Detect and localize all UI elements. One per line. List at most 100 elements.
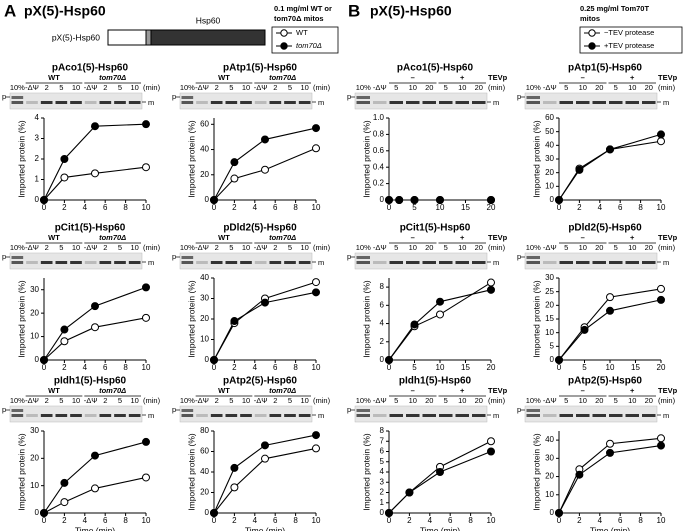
gel-band: [70, 261, 82, 264]
gel-band: [389, 414, 403, 417]
lane-label: 10: [579, 243, 587, 252]
gel-band: [356, 414, 370, 417]
lane-label: 5: [564, 243, 568, 252]
x-tick-label: 15: [461, 203, 470, 212]
lane-label: 10: [628, 396, 636, 405]
gel-band: [254, 101, 267, 104]
gel-band: [11, 414, 24, 417]
x-tick-label: 4: [253, 363, 258, 372]
y-tick-label: 30: [545, 273, 554, 282]
gel-band: [298, 414, 311, 417]
y-axis-label: Imported protein (%): [361, 120, 371, 198]
gel-band: [543, 101, 557, 104]
y-tick-label: 20: [200, 488, 209, 497]
x-tick-label: 8: [123, 203, 128, 212]
x-tick-label: 2: [232, 363, 237, 372]
series-line: [558, 133, 662, 201]
gel-band: [356, 409, 370, 412]
y-tick-label: 0: [550, 355, 555, 364]
lane-label: 5: [614, 396, 618, 405]
gel-band: [284, 261, 296, 264]
x-tick-label: 2: [232, 203, 237, 212]
lane-label: -ΔΨ: [373, 243, 387, 252]
lane-label: 5: [614, 83, 618, 92]
gel-marker-m: m: [148, 411, 154, 420]
lane-label: 5: [118, 243, 122, 252]
lane-label: -ΔΨ: [84, 396, 98, 405]
lane-label: 2: [103, 83, 107, 92]
gel-band: [389, 261, 403, 264]
gel-band: [526, 414, 540, 417]
gel-marker-m: m: [148, 98, 154, 107]
gel-band: [210, 101, 223, 104]
data-point: [60, 325, 69, 334]
y-axis-label: Imported protein (%): [186, 433, 196, 511]
gel-band: [11, 256, 24, 259]
y-tick-label: 0: [550, 195, 555, 204]
data-point: [230, 483, 239, 492]
gel-band: [181, 256, 194, 259]
legend-marker: [588, 42, 596, 50]
data-point: [261, 441, 269, 450]
lane-unit: (min): [313, 83, 331, 92]
y-tick-label: 15: [545, 314, 554, 323]
y-tick-label: 10: [200, 335, 209, 344]
gel-band: [196, 101, 208, 104]
data-point: [410, 320, 419, 329]
lane-label: 2: [215, 243, 219, 252]
y-tick-label: 0: [380, 355, 385, 364]
x-tick-label: 5: [412, 363, 417, 372]
data-point: [91, 169, 99, 178]
gel-band: [181, 414, 194, 417]
gel-marker-m: m: [663, 411, 669, 420]
gel-band: [439, 414, 453, 417]
x-tick-label: 4: [253, 203, 258, 212]
gel-band: [70, 414, 82, 417]
chart-title: pDld2(5)-Hsp60: [568, 223, 642, 234]
gel-band: [592, 414, 606, 417]
lane-label: 20: [645, 243, 653, 252]
data-point: [91, 122, 99, 131]
data-point: [657, 441, 665, 450]
chart-title: pAtp2(5)-Hsp60: [223, 376, 297, 387]
lane-label: -ΔΨ: [25, 396, 39, 405]
data-point: [261, 298, 269, 307]
lane-unit: (min): [658, 396, 676, 405]
lane-unit: (min): [143, 83, 161, 92]
gel-marker-p: p: [2, 92, 6, 101]
lane-label: 10%: [526, 83, 541, 92]
data-point: [210, 196, 218, 204]
x-tick-label: 6: [103, 516, 108, 525]
x-tick-label: 10: [312, 516, 321, 525]
y-tick-label: 0: [35, 195, 40, 204]
x-tick-label: 15: [461, 363, 470, 372]
gel-marker-m: m: [318, 411, 324, 420]
x-tick-label: 0: [212, 516, 217, 525]
gel-marker-p: p: [2, 405, 6, 414]
y-axis-label: Imported protein (%): [361, 280, 371, 358]
group-tag: TEVp: [488, 233, 508, 242]
y-tick-label: 0: [205, 195, 210, 204]
group-label: –: [581, 73, 585, 82]
gel-band: [40, 414, 53, 417]
chart-title: pIdh1(5)-Hsp60: [399, 376, 472, 387]
gel-band: [254, 261, 267, 264]
gel-band: [240, 414, 252, 417]
chart-title: pCit1(5)-Hsp60: [55, 223, 126, 234]
group-tag: TEVp: [658, 73, 678, 82]
gel-band: [84, 101, 97, 104]
lane-label: -ΔΨ: [254, 396, 268, 405]
x-tick-label: 15: [631, 363, 640, 372]
x-tick-label: 0: [387, 516, 392, 525]
gel-band: [373, 101, 387, 104]
x-tick-label: 0: [557, 363, 562, 372]
x-tick-label: 5: [412, 203, 417, 212]
domain-label: Hsp60: [196, 15, 221, 25]
gel-band: [472, 414, 486, 417]
gel-band: [455, 101, 469, 104]
y-tick-label: 6: [380, 300, 385, 309]
y-axis-label: Imported protein (%): [186, 120, 196, 198]
y-tick-label: 30: [30, 285, 39, 294]
gel-marker-p: p: [517, 92, 521, 101]
y-tick-label: 10: [545, 328, 554, 337]
